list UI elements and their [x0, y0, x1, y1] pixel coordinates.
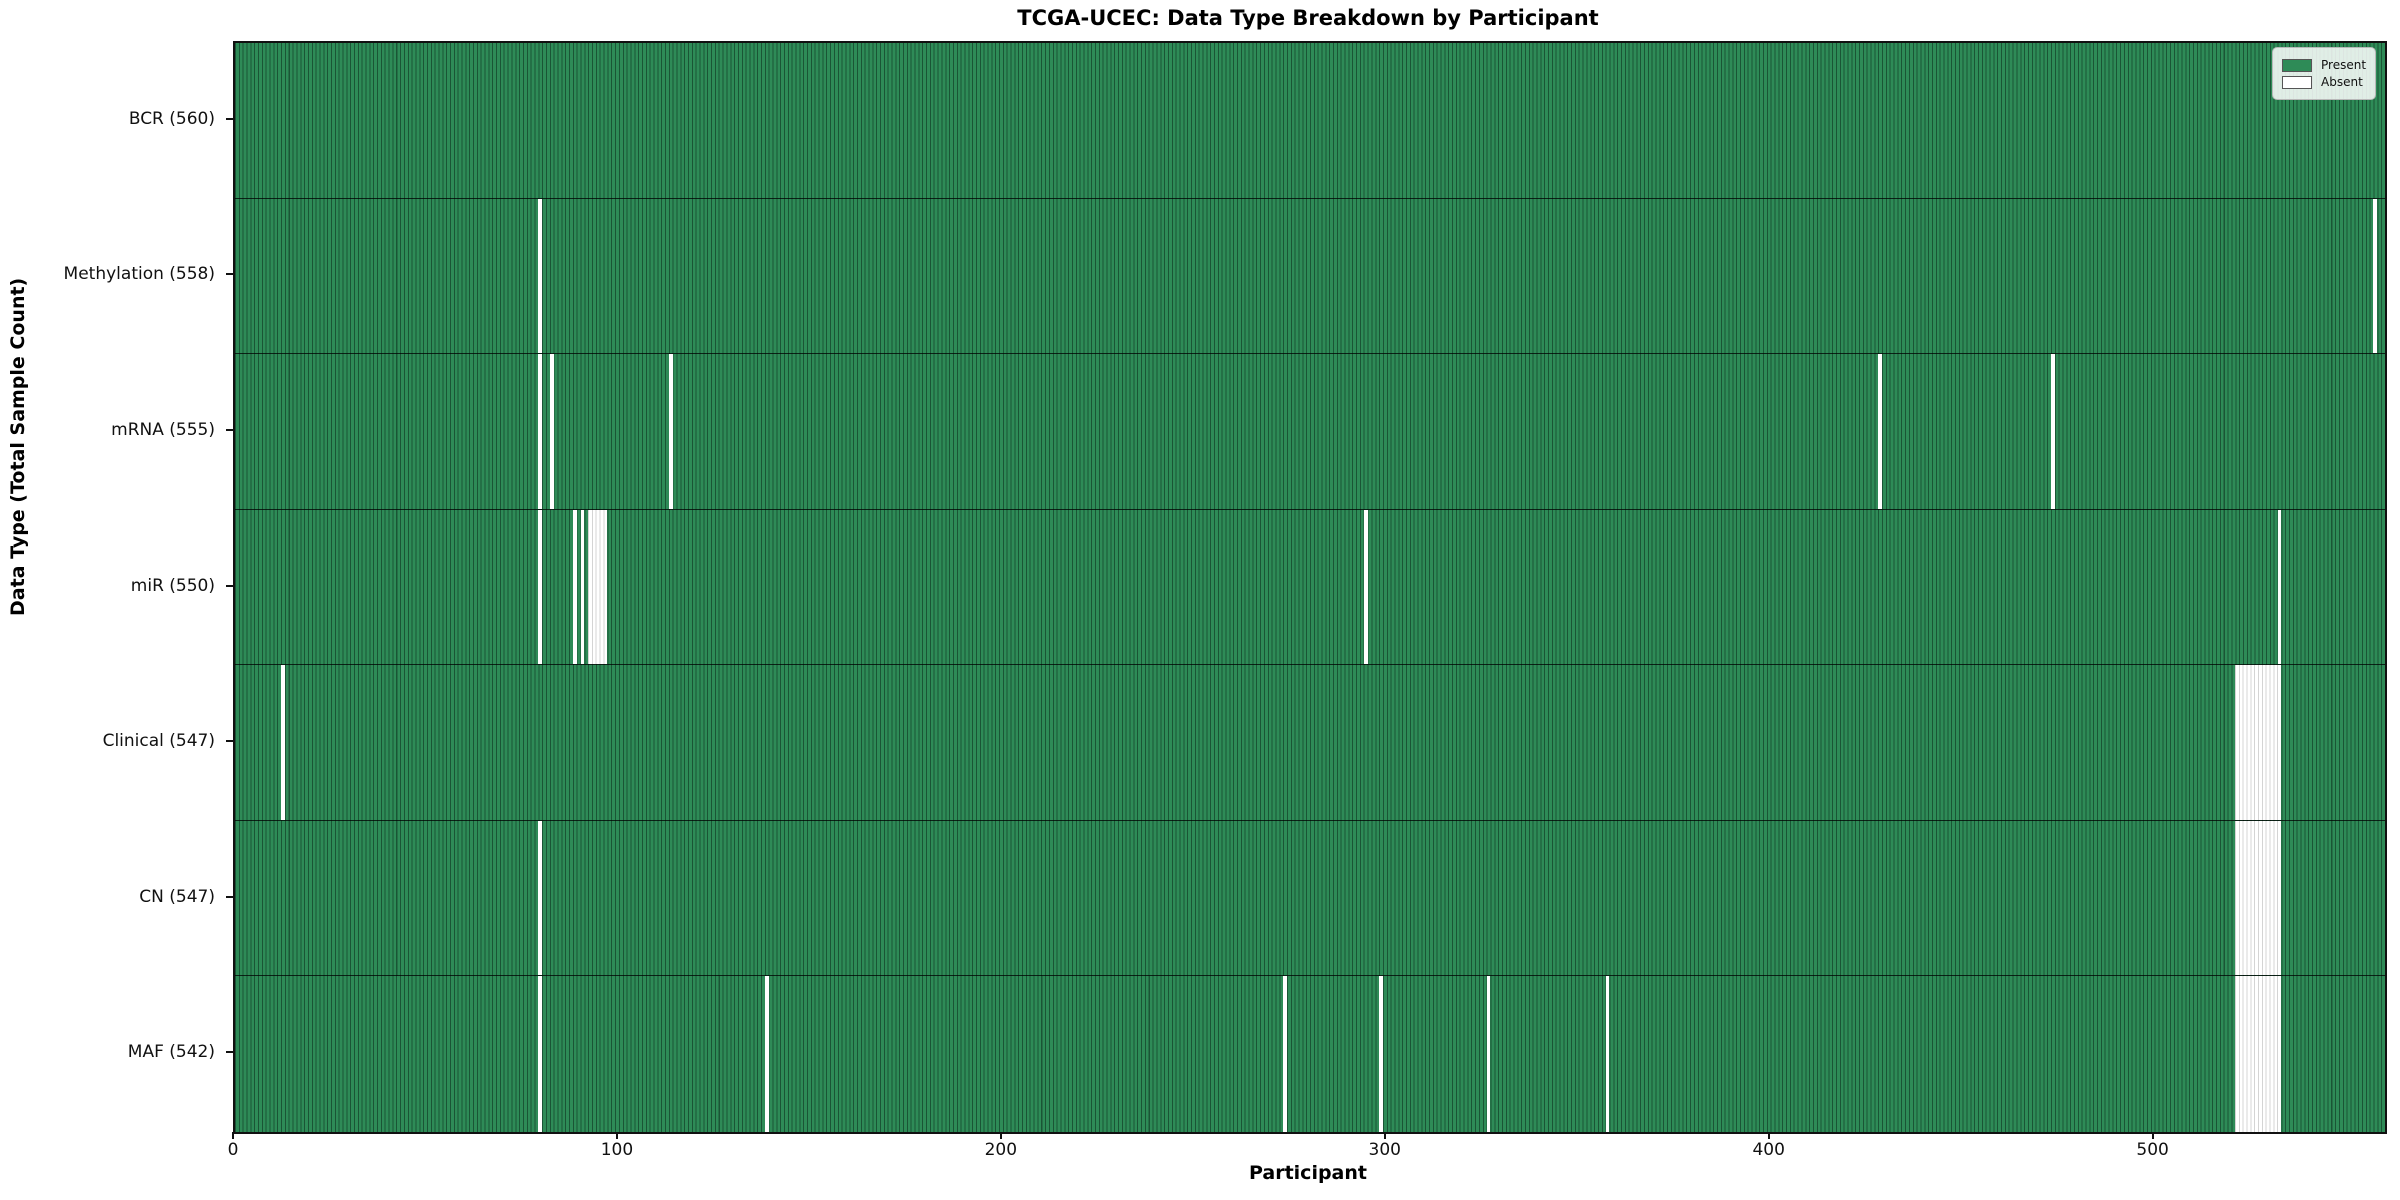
x-tick-mark [232, 1132, 234, 1139]
row-Methylation [235, 198, 2385, 355]
row-Clinical [235, 665, 2385, 821]
x-tick-label-100: 100 [600, 1140, 634, 1160]
y-tick-mark [226, 740, 233, 743]
x-tick-label-200: 200 [984, 1140, 1018, 1160]
absent-stripe-miR [1363, 509, 1368, 665]
x-tick-label-0: 0 [227, 1140, 239, 1160]
y-tick-label-mRNA: mRNA (555) [111, 419, 215, 440]
x-tick-mark [999, 1132, 1002, 1139]
absent-stripe-mRNA [549, 354, 554, 509]
y-tick-label-CN: CN (547) [139, 886, 215, 907]
legend-absent-swatch [2282, 75, 2312, 89]
absent-stripe-CN [538, 820, 543, 976]
row-miR [235, 509, 2385, 666]
y-tick-label-MAF: MAF (542) [127, 1042, 215, 1063]
row-CN [235, 820, 2385, 977]
absent-stripe-Methylation [538, 198, 543, 354]
x-tick-mark [1767, 1132, 1770, 1139]
legend-present-label: Present [2321, 58, 2367, 72]
y-tick-label-Methylation: Methylation (558) [63, 264, 215, 285]
absent-stripe-MAF [538, 976, 543, 1132]
absent-stripe-miR [588, 509, 608, 665]
absent-stripe-miR [538, 509, 543, 665]
legend-entry-absent: Absent [2282, 75, 2366, 89]
absent-stripe-Methylation [2373, 198, 2378, 354]
chart-title: TCGA-UCEC: Data Type Breakdown by Partic… [1017, 6, 1599, 30]
absent-stripe-mRNA [538, 354, 543, 509]
x-tick-label-500: 500 [2136, 1140, 2169, 1160]
x-tick-mark [615, 1132, 618, 1139]
x-tick-mark [1383, 1132, 1386, 1139]
legend-present-swatch [2282, 58, 2312, 72]
absent-stripe-Clinical [281, 665, 285, 820]
absent-stripe-MAF [1379, 976, 1383, 1132]
plot-area [233, 41, 2387, 1134]
absent-stripe-MAF [1486, 976, 1491, 1132]
absent-stripe-MAF [1605, 976, 1610, 1132]
absent-stripe-CN [2235, 820, 2282, 976]
absent-stripe-MAF [2235, 976, 2282, 1132]
y-tick-mark [226, 273, 233, 276]
y-tick-mark [226, 584, 233, 587]
y-tick-mark [226, 1051, 233, 1054]
absent-stripe-mRNA [668, 354, 673, 509]
absent-stripe-MAF [764, 976, 769, 1132]
row-BCR [235, 43, 2385, 199]
absent-stripe-miR [580, 509, 585, 665]
absent-stripe-miR [572, 509, 577, 665]
y-tick-label-miR: miR (550) [130, 575, 215, 596]
row-mRNA [235, 354, 2385, 510]
absent-stripe-Clinical [2235, 665, 2282, 820]
x-axis-label: Participant [1248, 1162, 1367, 1184]
x-tick-label-300: 300 [1368, 1140, 1401, 1160]
legend-entry-present: Present [2282, 58, 2366, 72]
y-tick-label-Clinical: Clinical (547) [102, 731, 215, 752]
absent-stripe-MAF [1283, 976, 1287, 1132]
absent-stripe-miR [2277, 509, 2282, 665]
x-tick-label-400: 400 [1752, 1140, 1785, 1160]
y-tick-mark [226, 428, 233, 431]
x-tick-mark [2151, 1132, 2154, 1139]
row-MAF [235, 976, 2385, 1132]
y-tick-label-BCR: BCR (560) [128, 108, 215, 129]
y-tick-mark [226, 117, 233, 120]
legend-absent-label: Absent [2321, 75, 2363, 89]
y-tick-mark [226, 895, 233, 898]
absent-stripe-mRNA [2050, 354, 2055, 509]
legend: Present Absent [2272, 47, 2376, 100]
absent-stripe-mRNA [1878, 354, 1883, 509]
